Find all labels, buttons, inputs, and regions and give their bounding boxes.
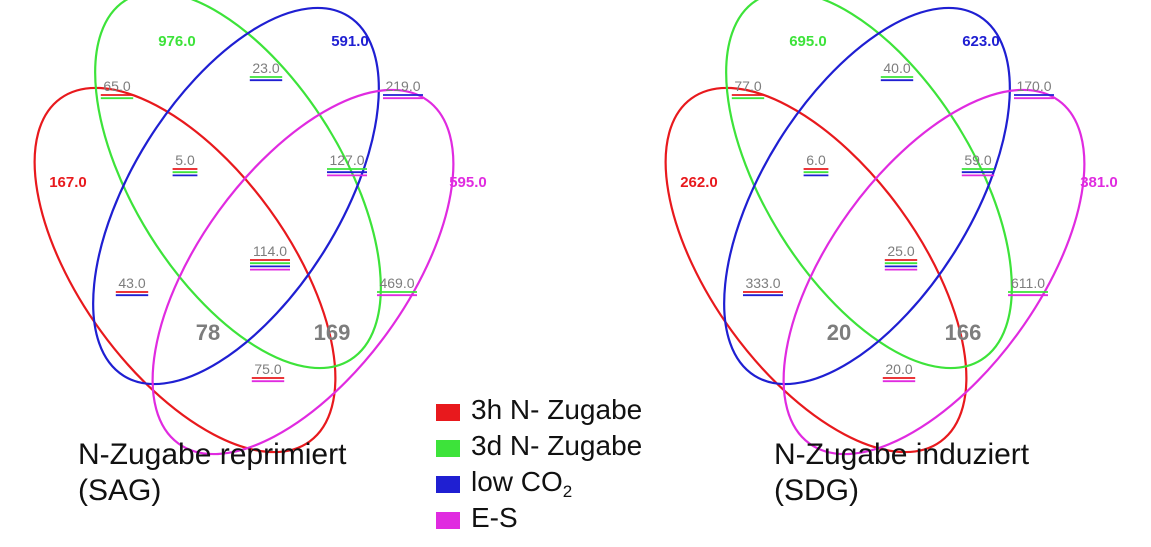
legend-item-3h: 3h N- Zugabe [436, 394, 642, 430]
sag-region-only-lowco2: 591.0 [331, 33, 369, 50]
sdg-region-h3-es: 20.0 [885, 361, 912, 377]
sag-ellipse-lowco2 [92, 6, 380, 386]
sag-ellipse-h3 [33, 86, 337, 454]
sdg-region-only-es: 381.0 [1080, 174, 1118, 191]
legend-label-3h: 3h N- Zugabe [471, 394, 643, 425]
sag-region-d3-lowco2: 23.0 [252, 60, 279, 76]
sag-region-d3-es: 469.0 [379, 275, 414, 291]
sdg-ellipse-es [782, 88, 1086, 456]
legend-label-3d: 3d N- Zugabe [471, 430, 643, 461]
sdg-region-h3-d3: 77.0 [734, 78, 761, 94]
caption-sdg-line1: N-Zugabe induziert [774, 438, 1030, 471]
sdg-region-lowco2-es: 170.0 [1016, 78, 1051, 94]
legend-label-es: E-S [471, 502, 518, 533]
sag-region-h3-lowco2: 43.0 [118, 275, 145, 291]
sdg-region-d3-lowco2-es: 59.0 [964, 152, 991, 168]
sag-region-h3-lowco2-es: 78 [196, 320, 220, 345]
sdg-region-d3-lowco2: 40.0 [883, 60, 910, 76]
sag-region-only-d3: 976.0 [158, 33, 196, 50]
sdg-region-h3-d3-lowco2: 6.0 [806, 152, 826, 168]
legend-swatch-3h [436, 403, 460, 421]
legend-swatch-3d [436, 439, 460, 457]
sdg-region-only-h3: 262.0 [680, 174, 718, 191]
sdg-region-h3-lowco2: 333.0 [745, 275, 780, 291]
sag-region-d3-lowco2-es: 127.0 [329, 152, 364, 168]
legend: 3h N- Zugabe 3d N- Zugabe low CO2 E-S [436, 394, 642, 538]
sdg-region-only-d3: 695.0 [789, 33, 827, 50]
sdg-ellipse-d3 [725, 0, 1013, 370]
sag-region-only-es: 595.0 [449, 174, 487, 191]
legend-swatch-es [436, 511, 460, 529]
sag-region-only-h3: 167.0 [49, 174, 87, 191]
sdg-region-all: 25.0 [887, 243, 914, 259]
legend-item-es: E-S [436, 502, 642, 538]
sdg-region-d3-es: 611.0 [1011, 275, 1045, 291]
sag-region-lowco2-es: 219.0 [385, 78, 420, 94]
sag-ellipse-es [151, 88, 455, 456]
sag-region-h3-d3: 65.0 [103, 78, 130, 94]
sdg-region-only-lowco2: 623.0 [962, 33, 1000, 50]
legend-item-lowco2: low CO2 [436, 466, 642, 502]
caption-sag-line2: (SAG) [78, 474, 162, 507]
caption-sag: N-Zugabe reprimiert (SAG) [78, 437, 346, 509]
venn-diagram-sag: 167.0 976.0 591.0 595.0 65.0 23.0 219.0 5.0 127.… [33, 0, 487, 456]
sdg-region-h3-d3-es: 166 [945, 320, 982, 345]
sag-region-h3-es: 75.0 [254, 361, 281, 377]
legend-item-3d: 3d N- Zugabe [436, 430, 642, 466]
caption-sdg-line2: (SDG) [774, 474, 859, 507]
sdg-region-h3-lowco2-es: 20 [827, 320, 851, 345]
sdg-ellipse-lowco2 [723, 6, 1011, 386]
caption-sag-line1: N-Zugabe reprimiert [78, 438, 347, 471]
legend-label-lowco2: low CO2 [471, 466, 573, 501]
sag-region-h3-d3-es: 169 [314, 320, 351, 345]
sag-region-all: 114.0 [253, 243, 287, 259]
venn-diagram-sdg: 262.0 695.0 623.0 381.0 77.0 40.0 170.0 6.0 59.0… [664, 0, 1118, 456]
sag-ellipse-d3 [94, 0, 382, 370]
legend-swatch-lowco2 [436, 475, 460, 493]
sag-region-h3-d3-lowco2: 5.0 [175, 152, 195, 168]
sdg-ellipse-h3 [664, 86, 968, 454]
caption-sdg: N-Zugabe induziert (SDG) [774, 437, 1029, 509]
